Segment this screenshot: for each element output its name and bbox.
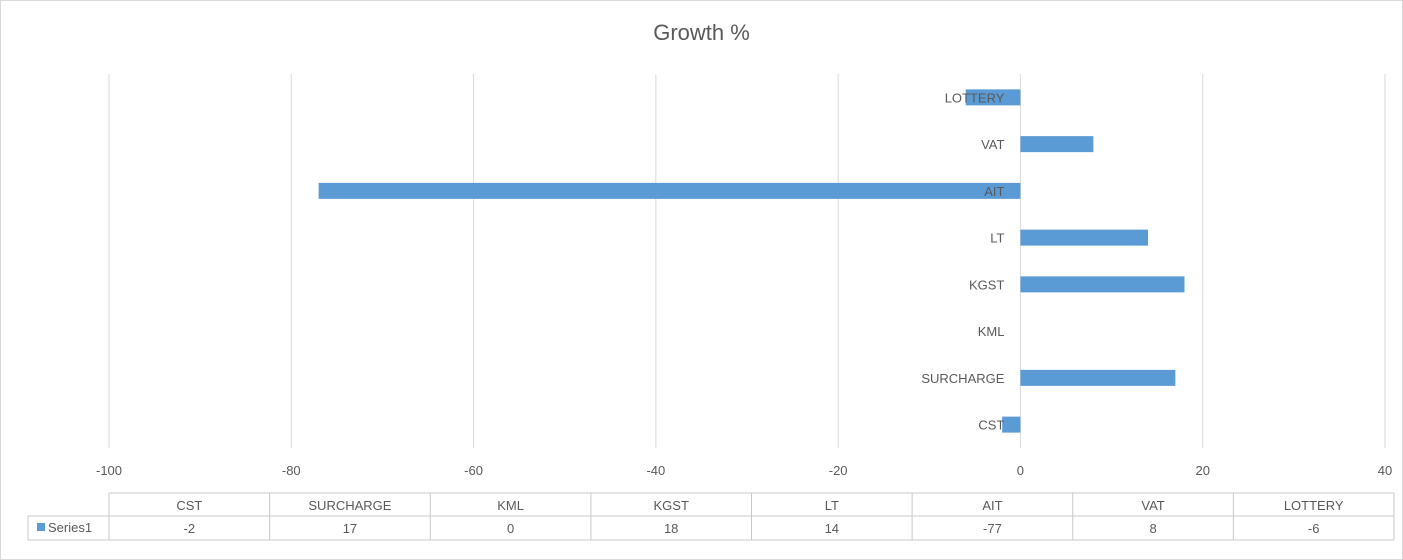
bar xyxy=(1002,416,1021,433)
x-tick-label: -20 xyxy=(829,463,848,478)
table-value-cell: -77 xyxy=(983,521,1002,536)
category-label: KGST xyxy=(969,277,1004,292)
table-value-cell: -6 xyxy=(1308,521,1320,536)
category-label: KML xyxy=(978,324,1005,339)
x-tick-label: 20 xyxy=(1195,463,1209,478)
x-tick-label: 0 xyxy=(1017,463,1024,478)
chart-title: Growth % xyxy=(653,20,750,45)
table-value-cell: 0 xyxy=(507,521,514,536)
table-header-cell: VAT xyxy=(1141,498,1164,513)
table-header-cell: AIT xyxy=(982,498,1002,513)
bar xyxy=(1020,369,1176,386)
legend-swatch xyxy=(37,523,45,531)
bar xyxy=(1020,276,1185,293)
bar xyxy=(965,89,1021,106)
x-tick-label: -40 xyxy=(646,463,665,478)
category-label: LOTTERY xyxy=(945,90,1005,105)
category-label: LT xyxy=(990,231,1004,246)
legend-series-name: Series1 xyxy=(48,520,92,535)
category-label: AIT xyxy=(984,184,1004,199)
bar xyxy=(1020,229,1149,246)
table-value-cell: 18 xyxy=(664,521,678,536)
table-value-cell: -2 xyxy=(184,521,196,536)
category-label: SURCHARGE xyxy=(921,371,1004,386)
table-header-cell: SURCHARGE xyxy=(308,498,391,513)
x-tick-label: 40 xyxy=(1378,463,1392,478)
x-tick-label: -100 xyxy=(96,463,122,478)
table-value-cell: 8 xyxy=(1149,521,1156,536)
table-header-cell: CST xyxy=(176,498,202,513)
table-header-cell: LT xyxy=(825,498,839,513)
category-label: CST xyxy=(978,418,1004,433)
category-label: VAT xyxy=(981,137,1004,152)
bar xyxy=(1020,136,1094,153)
bar xyxy=(318,182,1021,199)
x-tick-label: -60 xyxy=(464,463,483,478)
table-value-cell: 17 xyxy=(343,521,357,536)
table-header-cell: KML xyxy=(497,498,524,513)
table-header-cell: LOTTERY xyxy=(1284,498,1344,513)
x-tick-label: -80 xyxy=(282,463,301,478)
table-header-cell: KGST xyxy=(653,498,688,513)
table-value-cell: 14 xyxy=(825,521,839,536)
